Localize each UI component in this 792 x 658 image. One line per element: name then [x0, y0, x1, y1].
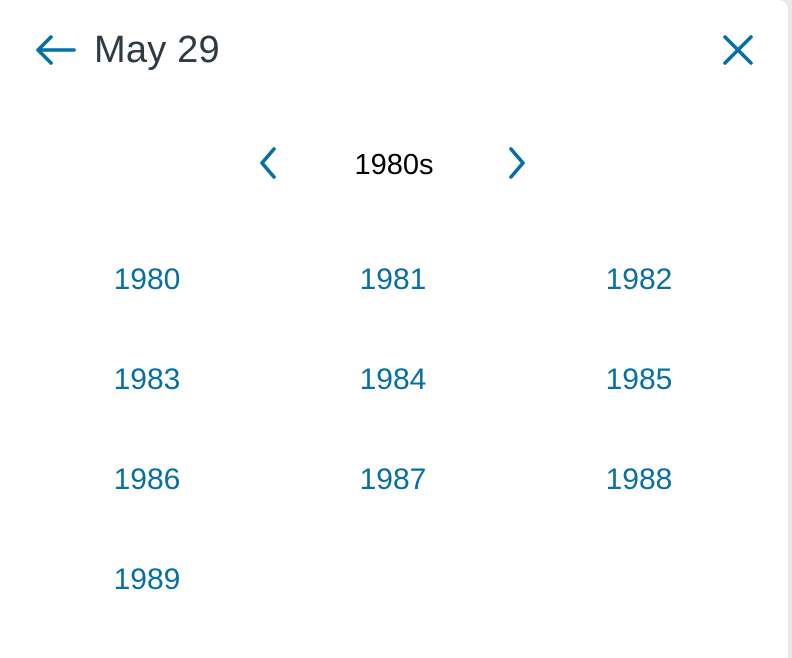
decade-navigation: 1980s — [0, 140, 788, 190]
picker-header: May 29 — [0, 0, 788, 100]
year-grid: 1980 1981 1982 1983 1984 1985 1986 1987 … — [24, 230, 764, 630]
close-button[interactable] — [714, 28, 762, 76]
year-button[interactable]: 1985 — [605, 363, 673, 396]
year-button[interactable]: 1987 — [359, 463, 427, 496]
chevron-left-icon — [258, 146, 278, 185]
year-button[interactable]: 1989 — [113, 563, 181, 596]
decade-label: 1980s — [354, 149, 434, 181]
year-button[interactable]: 1986 — [113, 463, 181, 496]
year-button[interactable]: 1982 — [605, 263, 673, 296]
arrow-left-icon — [34, 34, 76, 71]
back-button[interactable] — [30, 28, 80, 76]
previous-decade-button[interactable] — [248, 145, 288, 185]
chevron-right-icon — [507, 146, 527, 185]
page-title: May 29 — [94, 29, 220, 71]
year-button[interactable]: 1983 — [113, 363, 181, 396]
year-button[interactable]: 1984 — [359, 363, 427, 396]
next-decade-button[interactable] — [497, 145, 537, 185]
year-button[interactable]: 1980 — [113, 263, 181, 296]
year-button[interactable]: 1988 — [605, 463, 673, 496]
close-icon — [722, 34, 754, 71]
year-button[interactable]: 1981 — [359, 263, 427, 296]
